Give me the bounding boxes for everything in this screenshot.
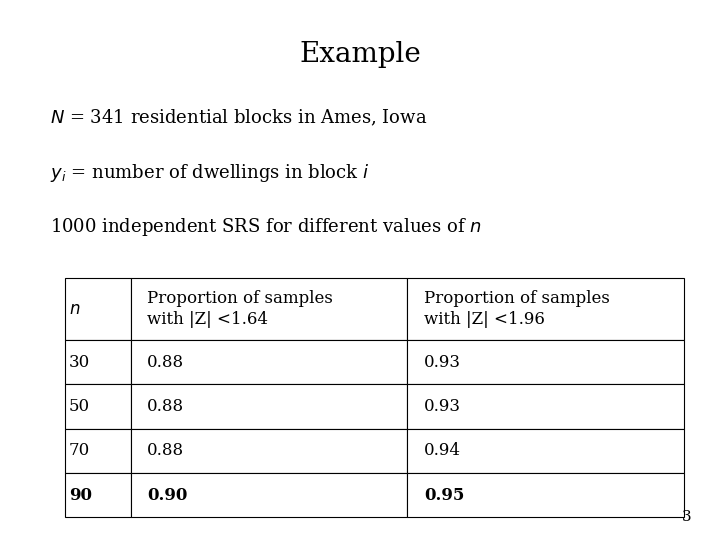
Text: 0.88: 0.88 xyxy=(148,354,184,371)
Text: 0.88: 0.88 xyxy=(148,398,184,415)
Text: $n$: $n$ xyxy=(68,301,80,318)
Text: 0.93: 0.93 xyxy=(424,354,461,371)
Text: 1000 independent SRS for different values of $n$: 1000 independent SRS for different value… xyxy=(50,216,482,238)
Text: 70: 70 xyxy=(68,442,90,460)
Bar xyxy=(65,429,130,473)
Text: Proportion of samples
with |Z| <1.96: Proportion of samples with |Z| <1.96 xyxy=(424,290,610,328)
Bar xyxy=(65,473,130,517)
Text: Example: Example xyxy=(299,40,421,68)
Text: Proportion of samples
with |Z| <1.64: Proportion of samples with |Z| <1.64 xyxy=(148,290,333,328)
Bar xyxy=(408,340,684,384)
Bar xyxy=(130,340,408,384)
Text: 0.94: 0.94 xyxy=(424,442,461,460)
Bar xyxy=(65,278,130,340)
Text: 30: 30 xyxy=(68,354,90,371)
Bar xyxy=(408,429,684,473)
Bar xyxy=(408,473,684,517)
Bar xyxy=(408,278,684,340)
Bar xyxy=(130,429,408,473)
Text: 0.88: 0.88 xyxy=(148,442,184,460)
Text: 3: 3 xyxy=(682,510,691,524)
Bar xyxy=(65,340,130,384)
Text: 0.90: 0.90 xyxy=(148,487,188,504)
Bar xyxy=(65,384,130,429)
Bar xyxy=(130,384,408,429)
Text: 0.93: 0.93 xyxy=(424,398,461,415)
Text: 50: 50 xyxy=(68,398,90,415)
Text: 90: 90 xyxy=(68,487,91,504)
Text: 0.95: 0.95 xyxy=(424,487,464,504)
Text: $y_i$ = number of dwellings in block $i$: $y_i$ = number of dwellings in block $i$ xyxy=(50,162,370,184)
Text: $N$ = 341 residential blocks in Ames, Iowa: $N$ = 341 residential blocks in Ames, Io… xyxy=(50,108,428,129)
Bar xyxy=(408,384,684,429)
Bar xyxy=(130,278,408,340)
Bar xyxy=(130,473,408,517)
